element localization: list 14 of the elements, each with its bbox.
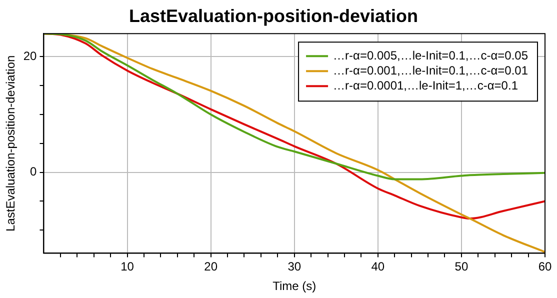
x-tick-label: 50 — [454, 260, 468, 274]
x-tick-label: 20 — [204, 260, 218, 274]
y-tick-label: 0 — [30, 164, 38, 179]
chart-title: LastEvaluation-position-deviation — [128, 6, 418, 26]
x-tick-label: 60 — [538, 260, 552, 274]
legend-label: …r-α=0.005,…le-Init=0.1,…c-α=0.05 — [333, 48, 528, 62]
x-tick-label: 10 — [120, 260, 134, 274]
legend-label: …r-α=0.001,…le-Init=0.1,…c-α=0.01 — [333, 63, 528, 78]
legend-label: …r-α=0.0001,…le-Init=1,…c-α=0.1 — [333, 78, 518, 92]
line-series — [44, 34, 545, 180]
y-axis-title: LastEvaluation-position-deviation — [4, 55, 18, 232]
x-tick-label: 30 — [288, 260, 302, 274]
x-axis-title: Time (s) — [272, 279, 316, 294]
x-tick-label: 40 — [371, 260, 385, 274]
